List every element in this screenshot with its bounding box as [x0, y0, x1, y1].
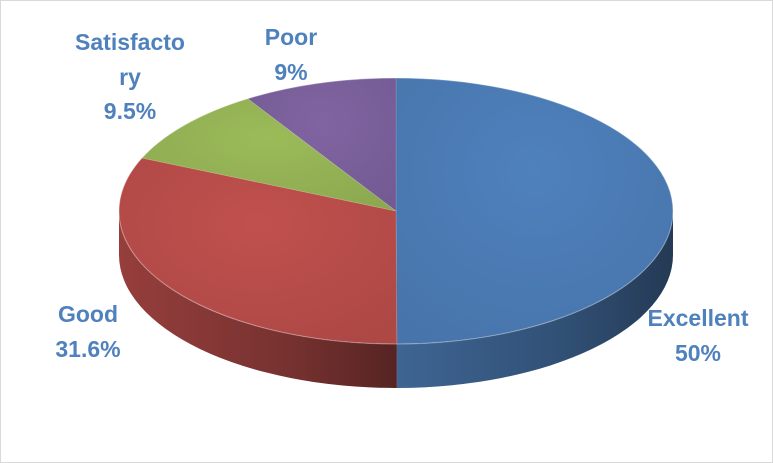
pie-side-good [119, 211, 397, 389]
pie-slice-poor [246, 77, 397, 212]
pie-top-faces [118, 77, 674, 345]
slice-label-poor-value: 9% [274, 58, 308, 85]
pie-side-walls [119, 211, 673, 389]
slice-label-poor-name: Poor [264, 24, 318, 50]
slice-label-poor: Poor 9% [241, 20, 341, 89]
pie-slice-good [118, 157, 398, 345]
slice-label-satisfactory-name-line2: ry [119, 63, 141, 90]
pie-slice-excellent [395, 77, 674, 345]
slice-label-excellent: Excellent 50% [633, 301, 763, 370]
slice-label-excellent-value: 50% [674, 339, 722, 366]
pie-rim [118, 77, 674, 345]
slice-label-satisfactory-name-line1: Satisfacto [75, 29, 185, 55]
slice-label-good: Good 31.6% [33, 297, 143, 366]
slice-label-satisfactory: Satisfacto ry 9.5% [55, 25, 205, 129]
slice-label-good-name: Good [57, 301, 119, 327]
pie-side-excellent [396, 211, 673, 388]
pie-slice-satisfactory [141, 98, 397, 212]
slice-label-excellent-name: Excellent [647, 305, 749, 331]
slice-label-satisfactory-value: 9.5% [103, 98, 157, 124]
slice-label-good-value: 31.6% [55, 335, 121, 362]
